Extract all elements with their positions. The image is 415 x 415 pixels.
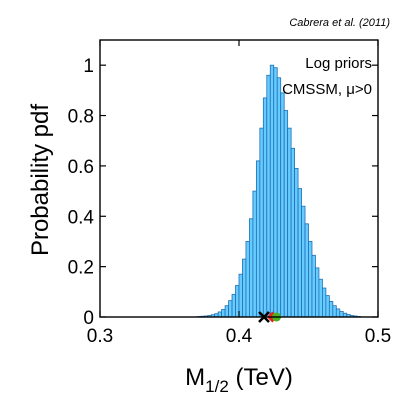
histogram-bar xyxy=(252,190,257,318)
x-tick-label: 0.5 xyxy=(365,326,391,347)
histogram-bar xyxy=(294,168,299,318)
histogram-bar xyxy=(287,127,292,318)
histogram-bar xyxy=(217,311,223,318)
histogram-bar xyxy=(276,77,282,318)
x-tick-label: 0.3 xyxy=(87,326,113,347)
y-tick-label: 0.4 xyxy=(68,207,95,228)
histogram-bars xyxy=(196,64,362,318)
histogram-bar xyxy=(262,97,268,318)
histogram-bar xyxy=(335,308,341,318)
histogram-bar xyxy=(311,254,316,318)
histogram-bar xyxy=(280,92,285,318)
histogram-bar xyxy=(283,110,289,318)
y-tick-label: 0.2 xyxy=(68,258,94,279)
histogram-bar xyxy=(238,273,243,318)
histogram-bar xyxy=(231,293,236,318)
annotation-model: CMSSM, μ>0 xyxy=(282,81,372,98)
histogram-bar xyxy=(315,267,320,318)
x-axis-label-main: M xyxy=(185,364,205,391)
histogram-bar xyxy=(228,300,233,318)
y-tick-label: 0 xyxy=(83,308,94,329)
histogram-bar xyxy=(339,311,344,318)
annotation-log-priors: Log priors xyxy=(305,55,372,72)
histogram-bar xyxy=(242,258,247,318)
histogram-bar xyxy=(321,287,327,318)
histogram-bar xyxy=(224,305,229,318)
axis-ticks: 0.3 0.4 0.5 0 0.2 0.4 0.6 0.8 1 xyxy=(68,40,391,347)
histogram-bar xyxy=(245,241,250,318)
y-tick-label: 0.6 xyxy=(68,157,94,178)
histogram-bar xyxy=(304,223,309,318)
histogram-bar xyxy=(269,64,275,318)
y-tick-label: 1 xyxy=(83,56,94,77)
histogram-bar xyxy=(255,160,261,318)
x-axis-label-unit: (TeV) xyxy=(229,364,293,391)
x-axis-label-subscript: 1/2 xyxy=(205,377,229,396)
histogram-bar xyxy=(301,205,306,318)
histogram-bar xyxy=(318,278,323,318)
y-axis-label: Probability pdf xyxy=(27,104,54,256)
histogram-bar xyxy=(325,295,330,318)
histogram-bar xyxy=(273,67,278,318)
histogram-bar xyxy=(290,147,295,318)
histogram-bar xyxy=(266,74,271,318)
histogram-bar xyxy=(259,127,264,318)
histogram-bar xyxy=(249,218,254,318)
credit-text: Cabrera et al. (2011) xyxy=(289,17,390,29)
histogram-bar xyxy=(308,241,313,318)
histogram-bar xyxy=(328,300,334,318)
histogram-bar xyxy=(297,188,302,318)
histogram-bar xyxy=(221,309,226,318)
x-axis-label: M1/2 (TeV) xyxy=(185,364,293,396)
y-tick-label: 0.8 xyxy=(68,107,94,128)
histogram-bar xyxy=(332,305,337,318)
x-tick-label: 0.4 xyxy=(226,326,253,347)
